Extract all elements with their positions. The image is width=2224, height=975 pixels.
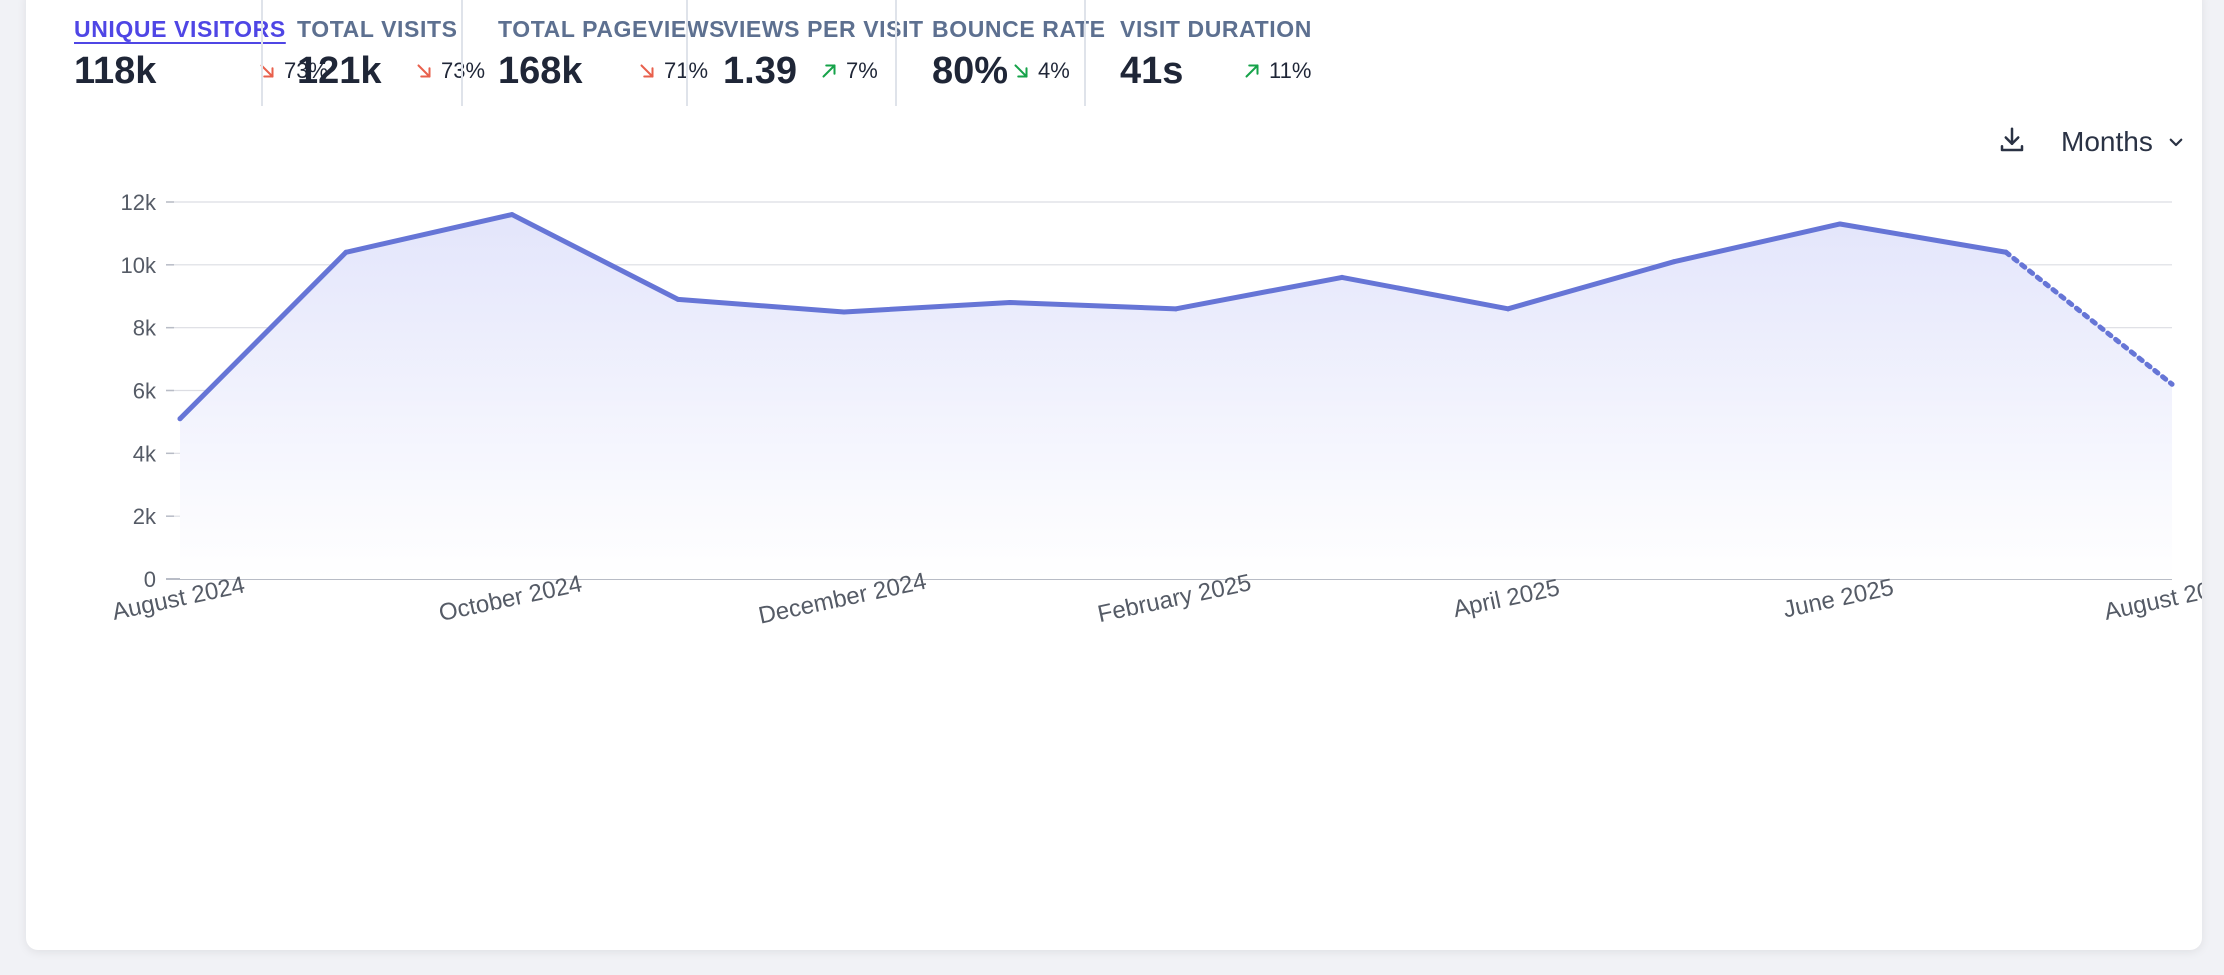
stat-label[interactable]: TOTAL VISITS [297,16,458,42]
y-tick-label: 8k [133,316,157,341]
data-point[interactable] [509,212,515,218]
stat-visit-duration[interactable]: VISIT DURATION 41s 11% [1084,0,1384,106]
data-point[interactable] [343,249,349,255]
arrow-up-right-icon [822,64,836,78]
stat-change: 7% [818,58,878,84]
stat-change: 11% [1241,58,1311,84]
y-tick-label: 0 [144,567,156,592]
stat-change-value: 11% [1269,58,1312,83]
stat-value: 121k [297,50,382,92]
data-point[interactable] [2169,381,2175,387]
arrow-down-right-icon [417,64,431,78]
stat-unique-visitors[interactable]: UNIQUE VISITORS 118k 73% [74,0,328,106]
data-point[interactable] [1007,300,1013,306]
series-area [180,214,2172,580]
series-line [177,212,2009,422]
y-tick-label: 6k [133,379,157,404]
arrow-down-right-icon [260,64,274,78]
y-tick-label: 4k [133,441,157,466]
stat-change-value: 7% [846,58,878,83]
stat-value: 80% [932,50,1009,92]
data-point[interactable] [2003,249,2009,255]
download-icon [2000,127,2024,152]
stat-value: 41s [1120,50,1184,92]
stat-label[interactable]: VISIT DURATION [1120,16,1312,42]
data-point[interactable] [1837,221,1843,227]
chevron-down-icon [2169,138,2183,147]
stat-value: 1.39 [723,50,797,92]
stat-label[interactable]: BOUNCE RATE [932,16,1106,42]
arrow-down-right-icon [640,64,654,78]
stat-value: 168k [498,50,583,92]
y-tick-label: 12k [121,190,157,215]
arrow-up-right-icon [1245,64,1259,78]
download-button[interactable] [1995,123,2029,157]
stat-label[interactable]: VIEWS PER VISIT [723,16,924,42]
arrow-down-right-icon [1014,64,1028,78]
series-line-incomplete [2003,249,2175,387]
x-tick-label: June 2025 [1781,574,1896,624]
x-tick-label: April 2025 [1451,574,1562,623]
data-point[interactable] [1505,306,1511,312]
stat-bounce-rate[interactable]: BOUNCE RATE 80% 4% [895,0,1105,106]
data-point[interactable] [1671,259,1677,265]
dashboard-card: UNIQUE VISITORS 118k 73% TOTAL VISITS 121k 73… [26,0,2202,950]
data-point[interactable] [1339,274,1345,280]
stat-change-value: 73% [284,58,329,83]
stat-views-per-visit[interactable]: VIEWS PER VISIT 1.39 7% [686,0,923,106]
stat-change: 73% [256,58,328,84]
stat-label[interactable]: UNIQUE VISITORS [74,16,286,42]
data-point[interactable] [841,309,847,315]
data-point[interactable] [177,416,183,422]
stat-change: 73% [413,58,485,84]
stat-total-visits[interactable]: TOTAL VISITS 121k 73% [261,0,541,106]
stat-change-value: 73% [441,58,486,83]
stat-change-value: 4% [1038,58,1070,83]
data-point[interactable] [675,296,681,302]
stat-change: 4% [1010,58,1070,84]
data-point[interactable] [1173,306,1179,312]
period-select[interactable]: Months [2061,124,2185,160]
period-label: Months [2061,126,2153,157]
y-tick-label: 2k [133,504,157,529]
y-tick-label: 10k [121,253,157,278]
stat-value: 118k [74,50,157,92]
